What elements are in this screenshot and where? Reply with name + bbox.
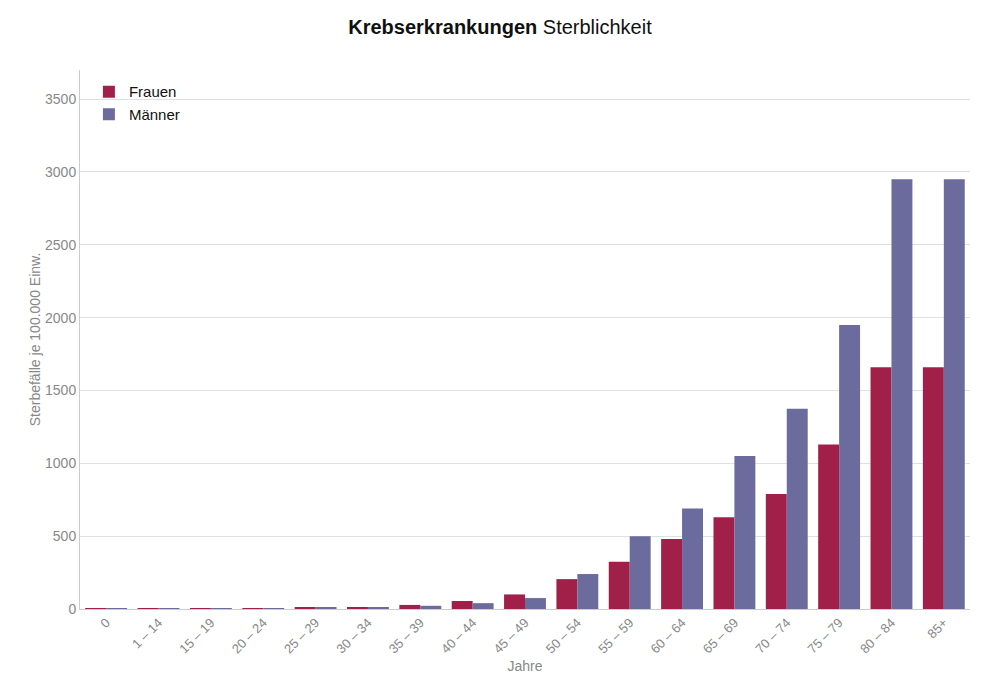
svg-text:25 – 29: 25 – 29 bbox=[281, 615, 322, 656]
svg-text:Krebserkrankungen Sterblichkei: Krebserkrankungen Sterblichkeit bbox=[348, 16, 652, 38]
svg-text:20 – 24: 20 – 24 bbox=[229, 615, 270, 656]
svg-text:30 – 34: 30 – 34 bbox=[333, 615, 374, 656]
svg-text:Jahre: Jahre bbox=[507, 658, 542, 674]
svg-text:65 – 69: 65 – 69 bbox=[700, 615, 741, 656]
svg-text:2500: 2500 bbox=[45, 237, 76, 253]
svg-text:75 – 79: 75 – 79 bbox=[805, 615, 846, 656]
svg-text:15 – 19: 15 – 19 bbox=[176, 615, 217, 656]
svg-text:0: 0 bbox=[68, 601, 76, 617]
svg-text:55 – 59: 55 – 59 bbox=[595, 615, 636, 656]
svg-text:Männer: Männer bbox=[129, 106, 180, 123]
svg-text:Sterbefälle je 100.000 Einw.: Sterbefälle je 100.000 Einw. bbox=[27, 253, 43, 427]
svg-text:Frauen: Frauen bbox=[129, 83, 177, 100]
svg-text:1000: 1000 bbox=[45, 455, 76, 471]
svg-text:45 – 49: 45 – 49 bbox=[490, 615, 531, 656]
svg-text:1500: 1500 bbox=[45, 382, 76, 398]
svg-text:70 – 74: 70 – 74 bbox=[752, 615, 793, 656]
svg-text:1 – 14: 1 – 14 bbox=[129, 615, 165, 651]
svg-text:80 – 84: 80 – 84 bbox=[857, 615, 898, 656]
svg-text:500: 500 bbox=[53, 528, 77, 544]
svg-text:60 – 64: 60 – 64 bbox=[648, 615, 689, 656]
svg-text:50 – 54: 50 – 54 bbox=[543, 615, 584, 656]
svg-text:35 – 39: 35 – 39 bbox=[386, 615, 427, 656]
svg-text:2000: 2000 bbox=[45, 310, 76, 326]
svg-text:40 – 44: 40 – 44 bbox=[438, 615, 479, 656]
svg-text:3000: 3000 bbox=[45, 164, 76, 180]
svg-text:3500: 3500 bbox=[45, 91, 76, 107]
svg-text:0: 0 bbox=[97, 615, 113, 631]
svg-text:85+: 85+ bbox=[924, 615, 950, 641]
